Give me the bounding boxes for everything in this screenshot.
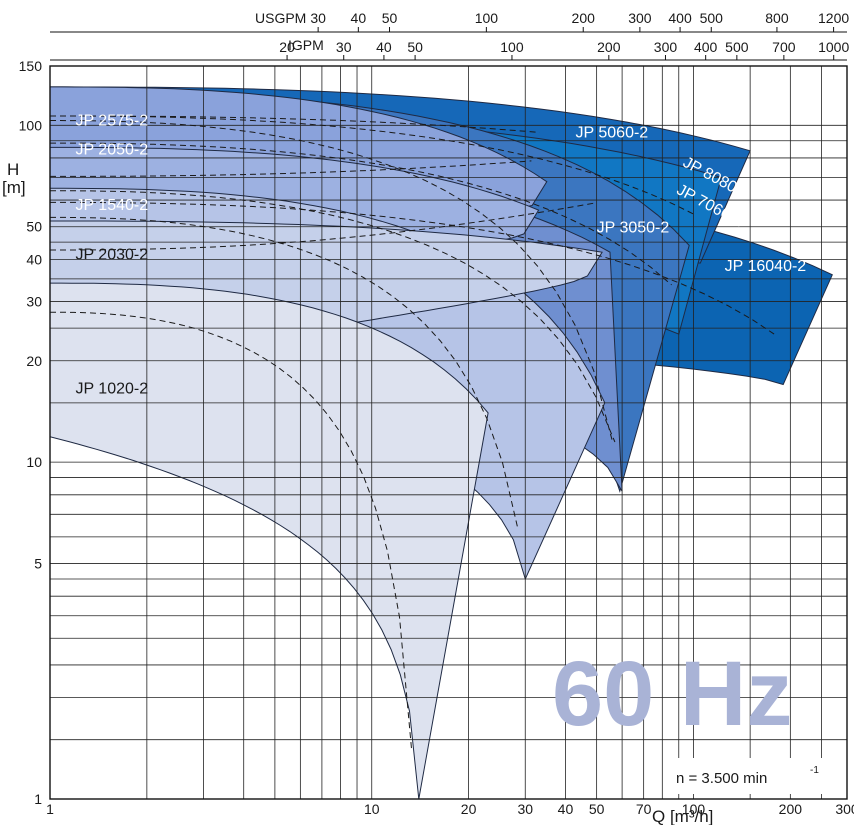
igpm-tick-label: 200 — [597, 39, 621, 55]
efficiency-curve-jp-5060-2 — [50, 120, 614, 443]
igpm-tick-label: 50 — [407, 39, 423, 55]
pump-label-jp-3050-2: JP 3050-2 — [597, 220, 670, 237]
frequency-label: 60 Hz — [552, 643, 792, 745]
igpm-tick-label: 1000 — [818, 39, 849, 55]
x-tick-label: 20 — [461, 801, 477, 817]
igpm-tick-label: 30 — [336, 39, 352, 55]
usgpm-tick-label: 500 — [700, 10, 724, 26]
pump-label-jp-1020-2: JP 1020-2 — [75, 380, 148, 397]
usgpm-tick-label: 1200 — [818, 10, 849, 26]
y-tick-label: 40 — [26, 251, 42, 267]
igpm-tick-label: 40 — [376, 39, 392, 55]
x-tick-label: 100 — [682, 801, 706, 817]
usgpm-tick-label: 40 — [351, 10, 367, 26]
usgpm-tick-label: 100 — [475, 10, 499, 26]
igpm-label: IGPM — [288, 37, 324, 53]
speed-box: n = 3.500 min -1 — [665, 758, 843, 794]
efficiency-curve-jp-2050-2 — [50, 160, 532, 177]
usgpm-tick-label: 300 — [628, 10, 652, 26]
pump-area-jp-1020-2 — [50, 282, 489, 799]
y-tick-label: 50 — [26, 219, 42, 235]
efficiency-curve-jp-8080-2 — [50, 115, 694, 215]
igpm-tick-label: 20 — [279, 39, 295, 55]
y-tick-label: 100 — [19, 117, 43, 133]
usgpm-tick-label: 50 — [382, 10, 398, 26]
x-tick-label: 10 — [364, 801, 380, 817]
usgpm-tick-label: 30 — [310, 10, 326, 26]
igpm-tick-label: 300 — [654, 39, 678, 55]
pump-label-jp-2030-2: JP 2030-2 — [75, 246, 148, 263]
pump-label-jp-16040-2: JP 16040-2 — [725, 258, 807, 275]
speed-label: n = 3.500 min — [676, 770, 767, 787]
x-tick-label: 200 — [779, 801, 803, 817]
y-tick-label: 5 — [34, 556, 42, 572]
x-tick-label: 50 — [589, 801, 605, 817]
usgpm-label: USGPM — [255, 10, 306, 26]
x-tick-label: 70 — [636, 801, 652, 817]
y-axis-title-unit: [m] — [2, 178, 26, 197]
y-tick-label: 30 — [26, 293, 42, 309]
efficiency-curve-jp-2030-2 — [50, 202, 595, 251]
y-tick-label: 1 — [34, 791, 42, 807]
axes: 1 10 20 30 40 50 70 100 200 300 1 5 10 20 30 40 50 100 150… — [19, 10, 854, 817]
pump-label-jp-5060-2: JP 5060-2 — [576, 125, 649, 142]
efficiency-curve-jp-7060-2 — [50, 142, 672, 286]
x-tick-label: 300 — [835, 801, 854, 817]
pump-label-jp-2575-2: JP 2575-2 — [75, 112, 148, 129]
plot-frame — [49, 65, 848, 800]
efficiency-curve-jp-2575-2 — [50, 115, 540, 133]
efficiency-curves — [50, 115, 777, 750]
usgpm-tick-label: 400 — [668, 10, 692, 26]
pump-label-jp-2050-2: JP 2050-2 — [75, 141, 148, 158]
x-tick-label: 1 — [46, 801, 54, 817]
igpm-tick-label: 400 — [694, 39, 718, 55]
efficiency-curve-jp-1540-2 — [50, 216, 519, 530]
speed-exponent: -1 — [810, 765, 819, 776]
pump-label-jp-1540-2: JP 1540-2 — [75, 197, 148, 214]
efficiency-curve-jp-1020-2 — [50, 311, 413, 750]
usgpm-tick-label: 800 — [765, 10, 789, 26]
y-tick-label: 20 — [26, 353, 42, 369]
y-tick-label: 150 — [19, 58, 43, 74]
efficiency-curve-jp-16040-2 — [50, 201, 777, 336]
usgpm-tick-label: 200 — [572, 10, 596, 26]
igpm-tick-label: 500 — [725, 39, 749, 55]
x-tick-label: 40 — [558, 801, 574, 817]
y-axis-title-h: H — [7, 160, 19, 179]
y-tick-label: 10 — [26, 454, 42, 470]
igpm-tick-label: 100 — [500, 39, 524, 55]
x-axis-title: Q [m³/h] — [652, 807, 713, 825]
x-tick-label: 30 — [517, 801, 533, 817]
efficiency-curve-jp-3050-2 — [50, 190, 616, 443]
igpm-tick-label: 700 — [772, 39, 796, 55]
